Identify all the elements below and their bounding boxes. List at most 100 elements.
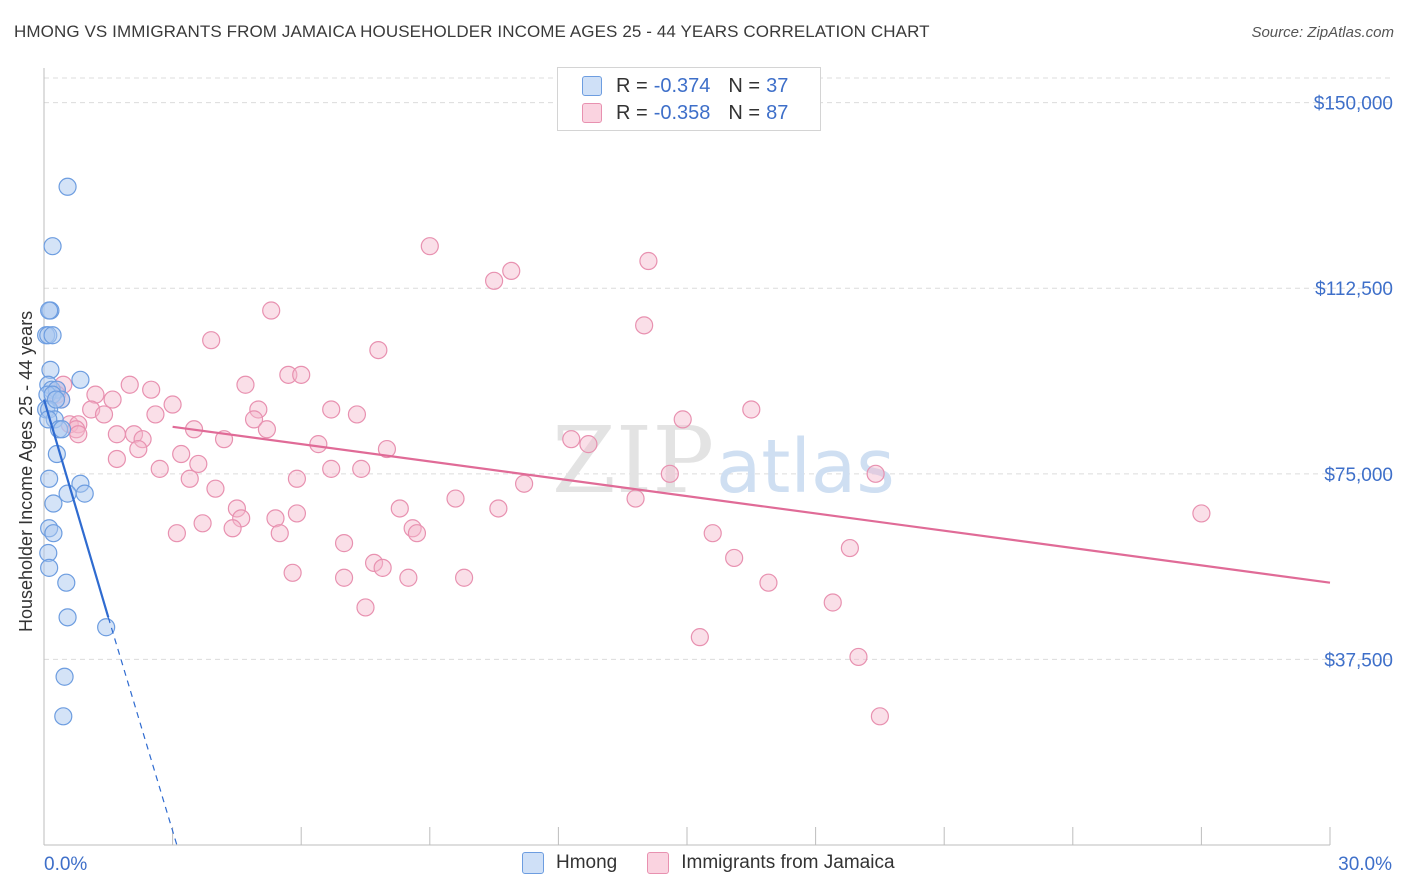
jamaica-point [454, 568, 474, 587]
jamaica-point [279, 365, 298, 384]
jamaica-point [283, 563, 302, 582]
jamaica-point [515, 474, 534, 493]
jamaica-point [626, 489, 645, 508]
zipatlas-watermark: ZIP atlas [552, 407, 895, 514]
jamaica-point [562, 430, 581, 449]
jamaica-point [322, 459, 341, 478]
x-tick-labels: 0.0% 30.0% [44, 854, 1392, 875]
jamaica-point [407, 524, 427, 543]
jamaica-point [193, 514, 212, 533]
legend-label-hmong: Hmong [556, 852, 618, 873]
hmong-trend-extension [107, 617, 178, 846]
jamaica-point [107, 449, 126, 469]
source-credit: Source: ZipAtlas.com [1251, 24, 1394, 41]
jamaica-point [703, 524, 722, 543]
jamaica-point [823, 593, 842, 612]
legend-item-hmong: Hmong [522, 852, 617, 874]
jamaica-point [870, 707, 890, 726]
jamaica-point [446, 489, 465, 508]
y-tick-labels: $37,500 $75,000 $112,500 $150,000 [1314, 94, 1393, 672]
jamaica-point [690, 628, 709, 647]
jamaica-point [266, 509, 285, 528]
hmong-point [58, 177, 77, 196]
legend-swatch-jamaica [647, 852, 670, 874]
hmong-point [97, 618, 116, 637]
hmong-point [43, 326, 62, 345]
jamaica-point [287, 504, 307, 523]
jamaica-point [579, 435, 598, 454]
jamaica-point [287, 469, 307, 488]
axes [43, 68, 1331, 846]
jamaica-point [244, 410, 264, 429]
legend-row-hmong: R = -0.374 N = 37 [582, 73, 788, 99]
jamaica-point [270, 524, 289, 543]
hmong-point [40, 558, 59, 577]
y-tick-label: $75,000 [1324, 465, 1393, 486]
hmong-trend-line [42, 399, 110, 618]
legend-r-label: R = [616, 74, 648, 97]
jamaica-point [249, 400, 268, 419]
jamaica-point [334, 568, 354, 587]
jamaica-point [364, 553, 384, 573]
hmong-point [71, 370, 90, 389]
grid-lines [44, 77, 1394, 660]
jamaica-point [866, 464, 885, 483]
jamaica-point [502, 261, 521, 281]
jamaica-point [660, 464, 679, 483]
jamaica-point [172, 444, 191, 464]
x-tick-label: 30.0% [1338, 854, 1392, 875]
hmong-point [44, 494, 63, 513]
legend-label-jamaica: Immigrants from Jamaica [681, 852, 895, 873]
jamaica-point [107, 425, 126, 444]
jamaica-point [180, 469, 199, 488]
jamaica-point [635, 316, 654, 335]
jamaica-point [142, 380, 161, 399]
hmong-point [40, 469, 59, 488]
hmong-point [41, 360, 60, 379]
hmong-point [43, 237, 62, 256]
jamaica-point [257, 420, 277, 439]
legend-swatch-jamaica [582, 103, 602, 123]
jamaica-point [369, 340, 388, 360]
jamaica-point [86, 385, 105, 404]
jamaica-point [146, 405, 165, 424]
jamaica-point [849, 647, 868, 667]
jamaica-point [189, 454, 208, 474]
jamaica-point [390, 499, 409, 518]
correlation-legend: R = -0.374 N = 37 R = -0.358 N = 87 [557, 67, 821, 131]
jamaica-point [352, 459, 371, 478]
jamaica-point [1192, 504, 1211, 523]
series-hmong-points [37, 177, 116, 726]
jamaica-point [399, 568, 418, 587]
y-tick-label: $150,000 [1314, 94, 1393, 115]
legend-row-jamaica: R = -0.358 N = 87 [582, 100, 788, 126]
hmong-point [44, 524, 63, 543]
jamaica-trend-line [172, 425, 1331, 584]
legend-swatch-hmong [582, 76, 602, 96]
y-tick-label: $112,500 [1315, 279, 1393, 300]
jamaica-point [725, 548, 744, 568]
legend-n-value: 87 [766, 101, 789, 124]
hmong-point [52, 420, 72, 439]
jamaica-point [420, 237, 439, 256]
y-axis-label: Householder Income Ages 25 - 44 years [16, 310, 36, 632]
hmong-point [57, 573, 76, 592]
jamaica-point [150, 459, 169, 478]
x-tick-label: 0.0% [44, 854, 87, 875]
jamaica-point [223, 519, 242, 538]
hmong-point [55, 667, 74, 686]
legend-item-jamaica: Immigrants from Jamaica [647, 852, 895, 874]
legend-swatch-hmong [522, 852, 544, 874]
jamaica-point [94, 405, 114, 424]
series-jamaica-points [47, 237, 1211, 726]
jamaica-point [120, 375, 139, 394]
jamaica-point [103, 390, 122, 409]
legend-n-value: 37 [766, 74, 789, 97]
jamaica-point [163, 395, 182, 414]
jamaica-point [202, 331, 221, 350]
chart-title: HMONG VS IMMIGRANTS FROM JAMAICA HOUSEHO… [14, 22, 930, 41]
series-legend: Hmong Immigrants from Jamaica [522, 852, 925, 874]
jamaica-point [69, 425, 88, 444]
jamaica-point [129, 439, 148, 459]
